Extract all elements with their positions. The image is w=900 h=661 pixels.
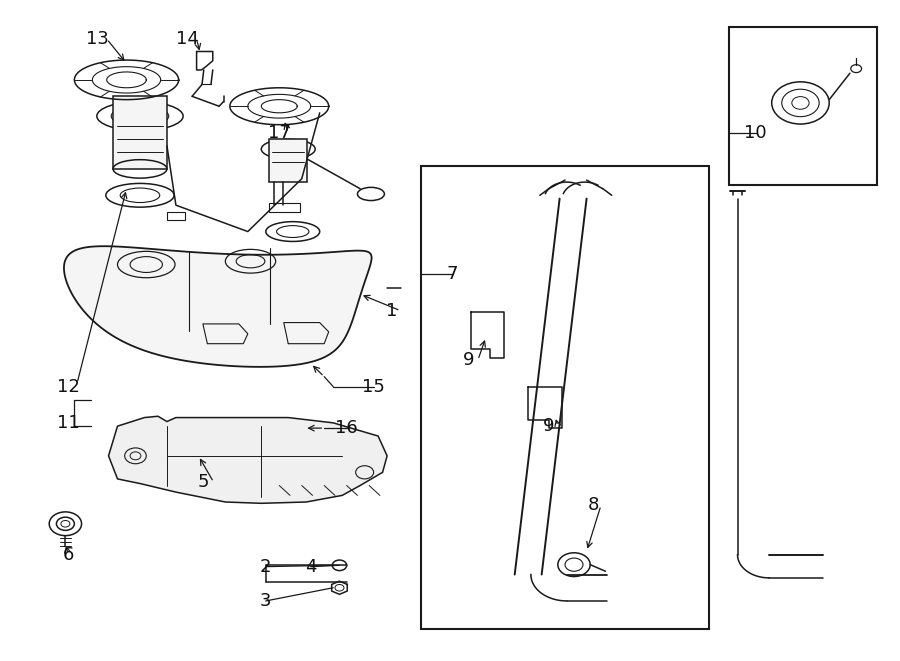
Text: 14: 14 xyxy=(176,30,199,48)
Text: 12: 12 xyxy=(57,377,79,395)
Text: 16: 16 xyxy=(336,419,358,437)
Bar xyxy=(113,97,166,169)
Bar xyxy=(269,139,307,182)
Text: 2: 2 xyxy=(260,558,272,576)
Text: 9: 9 xyxy=(543,417,554,435)
Bar xyxy=(166,212,184,219)
Text: 10: 10 xyxy=(744,124,767,141)
Bar xyxy=(269,202,300,212)
Text: 5: 5 xyxy=(197,473,209,491)
Text: 3: 3 xyxy=(260,592,272,610)
Bar xyxy=(729,27,877,185)
Polygon shape xyxy=(109,416,387,503)
Text: 1: 1 xyxy=(386,301,397,320)
Text: 7: 7 xyxy=(447,266,458,284)
Text: 15: 15 xyxy=(362,377,385,395)
Bar xyxy=(421,166,709,629)
Text: 9: 9 xyxy=(464,351,474,369)
Text: 6: 6 xyxy=(62,546,74,564)
Text: 8: 8 xyxy=(588,496,599,514)
Text: 13: 13 xyxy=(86,30,109,48)
Polygon shape xyxy=(64,246,372,367)
Text: 11: 11 xyxy=(57,414,79,432)
Text: 17: 17 xyxy=(268,124,291,141)
Text: 4: 4 xyxy=(305,558,317,576)
